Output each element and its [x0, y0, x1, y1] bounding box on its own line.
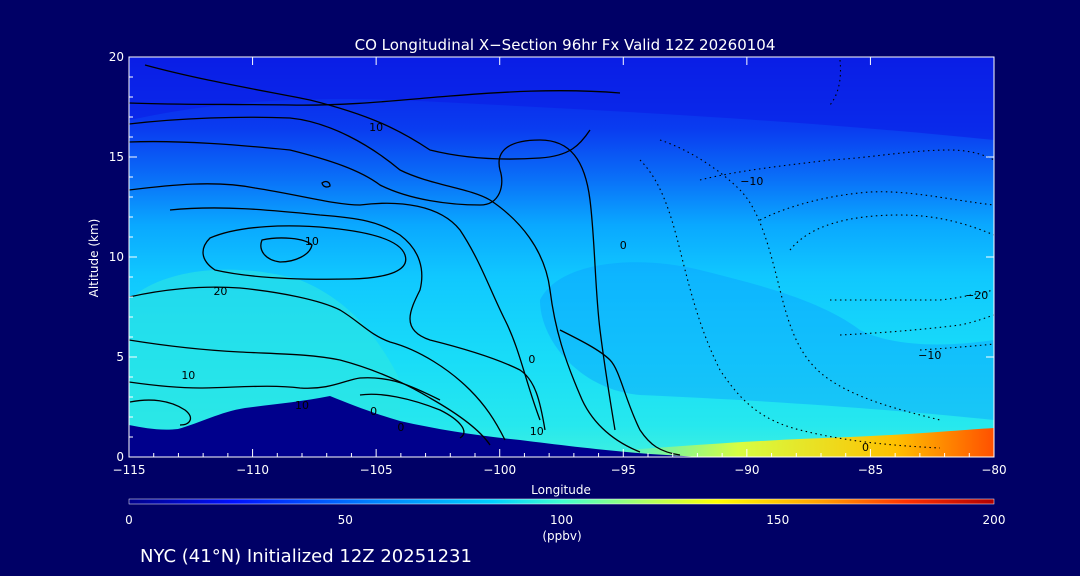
contour-labels: 10 10 20 10 10 0 0 0 10 0 −10 −20 −10 0: [181, 121, 988, 454]
x-tick-label: −95: [611, 463, 636, 477]
contour-line: [129, 90, 621, 106]
contour-label: 0: [528, 353, 535, 366]
contour-line: [919, 343, 994, 351]
contour-line: [129, 183, 541, 421]
contour-label: −10: [740, 175, 763, 188]
colorbar-unit: (ppbv): [542, 529, 581, 543]
contour-line: [129, 339, 491, 446]
colorbar-tick-label: 0: [125, 513, 133, 527]
contour-label: 0: [370, 405, 377, 418]
contour-label: −10: [918, 349, 941, 362]
footer-init-text: NYC (41°N) Initialized 12Z 20251231: [140, 546, 472, 567]
y-tick-label: 20: [109, 50, 124, 64]
contour-line: [829, 59, 842, 106]
x-tick-label: −105: [360, 463, 393, 477]
plot-field: 10 10 20 10 10 0 0 0 10 0 −10 −20 −10 0: [129, 57, 994, 457]
x-tick-label: −90: [734, 463, 759, 477]
contour-line: [129, 377, 441, 401]
contour-label: 0: [862, 441, 869, 454]
co-low-lobe: [540, 262, 994, 420]
y-tick-label: 0: [116, 450, 124, 464]
contour-line: [699, 149, 994, 181]
x-tick-label: −80: [981, 463, 1006, 477]
y-tick-label: 5: [116, 350, 124, 364]
y-axis: 0 5 10 15 20: [109, 50, 994, 464]
co-high-lobe-west: [129, 269, 400, 430]
contour-label: −20: [965, 289, 988, 302]
contour-line: [144, 64, 591, 160]
contour-line: [321, 180, 331, 188]
contour-line: [639, 159, 941, 449]
contour-label: 10: [181, 369, 195, 382]
contour-line: [559, 329, 681, 456]
contour-line: [169, 207, 546, 431]
contour-label: 0: [397, 421, 404, 434]
contour-label: 10: [295, 399, 309, 412]
contour-line: [260, 237, 313, 263]
contour-line: [202, 225, 407, 280]
colorbar-tick-label: 200: [983, 513, 1006, 527]
contour-line: [759, 191, 994, 221]
x-tick-label: −85: [858, 463, 883, 477]
contour-line: [659, 139, 941, 421]
contour-label: 10: [369, 121, 383, 134]
y-axis-label: Altitude (km): [87, 219, 101, 298]
x-axis-label: Longitude: [531, 483, 591, 497]
colorbar: [128, 498, 995, 505]
negative-contour-lines: [639, 59, 994, 449]
contour-lines: [129, 64, 681, 456]
contour-label: 0: [620, 239, 627, 252]
co-boundary-layer: [600, 428, 994, 457]
contour-line: [829, 289, 994, 301]
co-upper-band: [129, 57, 994, 140]
y-tick-label: 10: [109, 250, 124, 264]
y-tick-label: 15: [109, 150, 124, 164]
contour-line: [129, 399, 192, 426]
contour-label: 20: [213, 285, 227, 298]
colorbar-tick-label: 150: [766, 513, 789, 527]
colorbar-tick-label: 50: [338, 513, 353, 527]
x-tick-label: −100: [483, 463, 516, 477]
x-axis: −115 −110 −105 −100 −95 −90 −85 −80: [113, 57, 1007, 477]
x-tick-label: −110: [236, 463, 269, 477]
x-tick-label: −115: [113, 463, 146, 477]
contour-line: [129, 139, 616, 431]
contour-label: 10: [305, 235, 319, 248]
contour-line: [129, 116, 641, 453]
colorbar-tick-label: 100: [550, 513, 573, 527]
terrain: [129, 396, 700, 457]
contour-line: [839, 314, 994, 336]
contour-line: [129, 286, 506, 441]
chart-title: CO Longitudinal X−Section 96hr Fx Valid …: [355, 36, 776, 54]
contour-label: 10: [530, 425, 544, 438]
colorbar-ticks: 0 50 100 150 200: [125, 513, 1005, 527]
contour-line: [359, 393, 465, 439]
